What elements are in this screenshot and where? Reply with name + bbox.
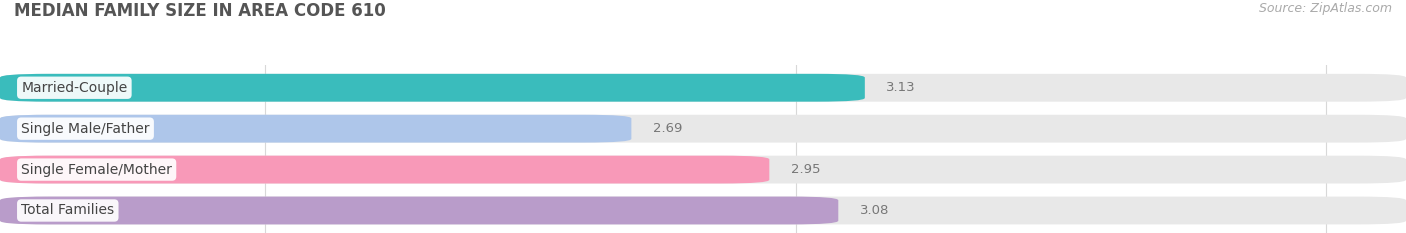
FancyBboxPatch shape [0,197,1406,224]
Text: Single Female/Mother: Single Female/Mother [21,163,172,177]
FancyBboxPatch shape [0,156,1406,184]
Text: 2.95: 2.95 [790,163,820,176]
Text: Total Families: Total Families [21,203,114,217]
FancyBboxPatch shape [0,115,631,143]
FancyBboxPatch shape [0,115,1406,143]
FancyBboxPatch shape [0,156,769,184]
Text: 3.08: 3.08 [859,204,889,217]
Text: MEDIAN FAMILY SIZE IN AREA CODE 610: MEDIAN FAMILY SIZE IN AREA CODE 610 [14,2,385,20]
FancyBboxPatch shape [0,197,838,224]
Text: Married-Couple: Married-Couple [21,81,128,95]
FancyBboxPatch shape [0,74,1406,102]
Text: 2.69: 2.69 [652,122,682,135]
Text: Source: ZipAtlas.com: Source: ZipAtlas.com [1258,2,1392,15]
FancyBboxPatch shape [0,74,865,102]
Text: 3.13: 3.13 [886,81,915,94]
Text: Single Male/Father: Single Male/Father [21,122,149,136]
